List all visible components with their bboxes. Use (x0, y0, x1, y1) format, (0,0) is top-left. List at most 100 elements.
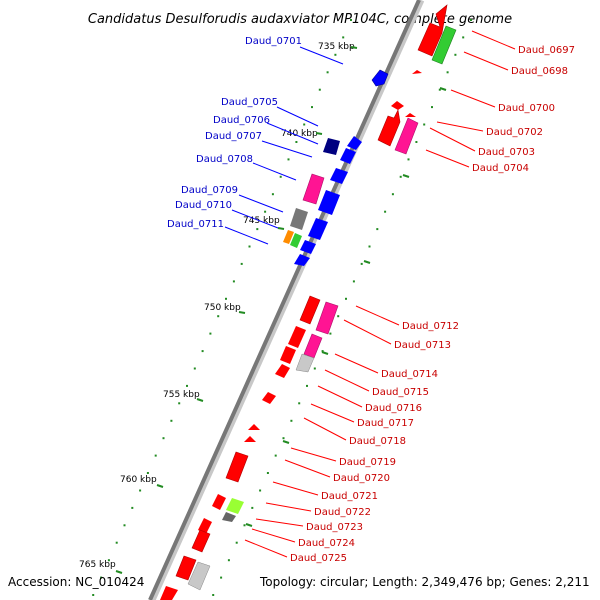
label-daud-0717[interactable]: Daud_0717 (357, 418, 414, 429)
guide-dot (115, 541, 118, 544)
gene-daud-0721[interactable] (212, 494, 226, 510)
gene-daud-0710[interactable] (290, 208, 308, 230)
gene-daud-0706-a[interactable] (340, 148, 356, 164)
leader-daud-0705 (276, 106, 319, 127)
label-daud-0724[interactable]: Daud_0724 (298, 538, 355, 549)
label-daud-0720[interactable]: Daud_0720 (333, 473, 390, 484)
gene-daud-0706-b[interactable] (347, 136, 362, 150)
gene-daud-0717[interactable] (262, 392, 276, 404)
label-daud-0725[interactable]: Daud_0725 (290, 553, 347, 564)
label-daud-0712[interactable]: Daud_0712 (402, 321, 459, 332)
gene-daud-0710-b[interactable] (308, 218, 328, 240)
gene-daud-0712-b[interactable] (288, 326, 306, 348)
label-daud-0709[interactable]: Daud_0709 (181, 185, 238, 196)
label-daud-0706[interactable]: Daud_0706 (213, 115, 270, 126)
tick-label-750: 750 kbp (204, 303, 241, 313)
label-daud-0716[interactable]: Daud_0716 (365, 403, 422, 414)
gene-daud-0700[interactable] (391, 101, 404, 110)
label-daud-0715[interactable]: Daud_0715 (372, 387, 429, 398)
label-daud-0718[interactable]: Daud_0718 (349, 436, 406, 447)
gene-bottom-2[interactable] (187, 561, 211, 591)
gene-bottom-3[interactable] (160, 586, 178, 600)
gene-daud-0697-green[interactable] (431, 25, 457, 65)
right-label-group: Daud_0697 Daud_0698 Daud_0700 Daud_0702 … (244, 30, 575, 564)
guide-dot (256, 228, 259, 231)
gene-daud-0712[interactable] (299, 295, 321, 325)
gene-daud-0725[interactable] (191, 529, 211, 553)
gene-daud-0718[interactable] (248, 424, 260, 430)
gene-daud-0707[interactable] (330, 168, 348, 184)
gene-daud-0703[interactable] (394, 117, 419, 155)
guide-dot (368, 245, 371, 248)
gene-daud-0704[interactable] (405, 113, 416, 117)
label-daud-0719[interactable]: Daud_0719 (339, 457, 396, 468)
gene-daud-0722[interactable] (226, 498, 244, 514)
gene-daud-0709[interactable] (318, 190, 340, 215)
guide-dot (232, 280, 235, 283)
guide-dot (446, 71, 449, 74)
label-daud-0700[interactable]: Daud_0700 (498, 103, 555, 114)
label-daud-0704[interactable]: Daud_0704 (472, 163, 529, 174)
leader-daud-0708 (252, 162, 297, 181)
gene-daud-0724[interactable] (198, 518, 212, 534)
gene-daud-0711-b[interactable] (294, 254, 310, 266)
gene-daud-0711[interactable] (300, 240, 316, 254)
gene-daud-0716[interactable] (275, 364, 290, 378)
guide-dot (225, 297, 227, 300)
leader-daud-0697 (471, 30, 516, 50)
label-daud-0711[interactable]: Daud_0711 (167, 219, 224, 230)
label-daud-0705[interactable]: Daud_0705 (221, 97, 278, 108)
topology-label: Topology: circular; Length: 2,349,476 bp… (259, 575, 590, 589)
gene-daud-0698[interactable] (412, 70, 422, 74)
guide-dot (162, 437, 165, 440)
leader-daud-0712 (355, 305, 400, 326)
label-daud-0697[interactable]: Daud_0697 (518, 45, 575, 56)
guide-dot (306, 384, 308, 387)
guide-dot (470, 19, 472, 21)
guide-dot (146, 472, 149, 474)
gene-daud-0720[interactable] (225, 451, 249, 483)
guide-dot (193, 367, 196, 370)
gene-daud-0711-orange[interactable] (283, 230, 294, 244)
gene-daud-0702[interactable] (377, 109, 401, 147)
label-daud-0698[interactable]: Daud_0698 (511, 66, 568, 77)
gene-daud-0713[interactable] (315, 301, 339, 335)
gene-bottom-1[interactable] (175, 555, 197, 581)
leader-daud-0718 (303, 417, 347, 441)
gene-daud-0701[interactable] (371, 69, 389, 87)
guide-dot (92, 594, 95, 596)
gene-daud-0714-b[interactable] (280, 346, 296, 364)
gene-daud-0708[interactable] (302, 173, 325, 205)
gene-daud-0705[interactable] (323, 138, 340, 155)
label-daud-0708[interactable]: Daud_0708 (196, 154, 253, 165)
leader-daud-0723 (255, 518, 304, 527)
leader-daud-0702 (436, 121, 484, 132)
gene-daud-0719[interactable] (244, 436, 256, 442)
label-daud-0703[interactable]: Daud_0703 (478, 147, 535, 158)
gene-daud-0711-green[interactable] (290, 233, 302, 248)
label-daud-0713[interactable]: Daud_0713 (394, 340, 451, 351)
gene-daud-0697[interactable] (417, 4, 448, 57)
label-daud-0722[interactable]: Daud_0722 (314, 507, 371, 518)
label-daud-0702[interactable]: Daud_0702 (486, 127, 543, 138)
leader-daud-0713 (343, 319, 392, 345)
gene-daud-0723[interactable] (222, 512, 236, 522)
gene-daud-0715[interactable] (295, 353, 315, 373)
label-daud-0701[interactable]: Daud_0701 (245, 36, 302, 47)
label-daud-0710[interactable]: Daud_0710 (175, 200, 232, 211)
guide-dot (186, 384, 188, 387)
guide-dot (311, 106, 313, 109)
label-daud-0721[interactable]: Daud_0721 (321, 491, 378, 502)
label-daud-0723[interactable]: Daud_0723 (306, 522, 363, 533)
guide-dot (274, 454, 277, 457)
guide-dot (271, 193, 274, 196)
guide-dot (360, 262, 363, 265)
guide-dot (217, 315, 220, 318)
label-daud-0707[interactable]: Daud_0707 (205, 131, 262, 142)
label-daud-0714[interactable]: Daud_0714 (381, 369, 438, 380)
tick-mark-750 (238, 311, 246, 314)
guide-dot (178, 402, 181, 405)
guide-dot (376, 228, 379, 231)
gene-daud-0714[interactable] (303, 333, 323, 359)
guide-dot (438, 88, 441, 91)
